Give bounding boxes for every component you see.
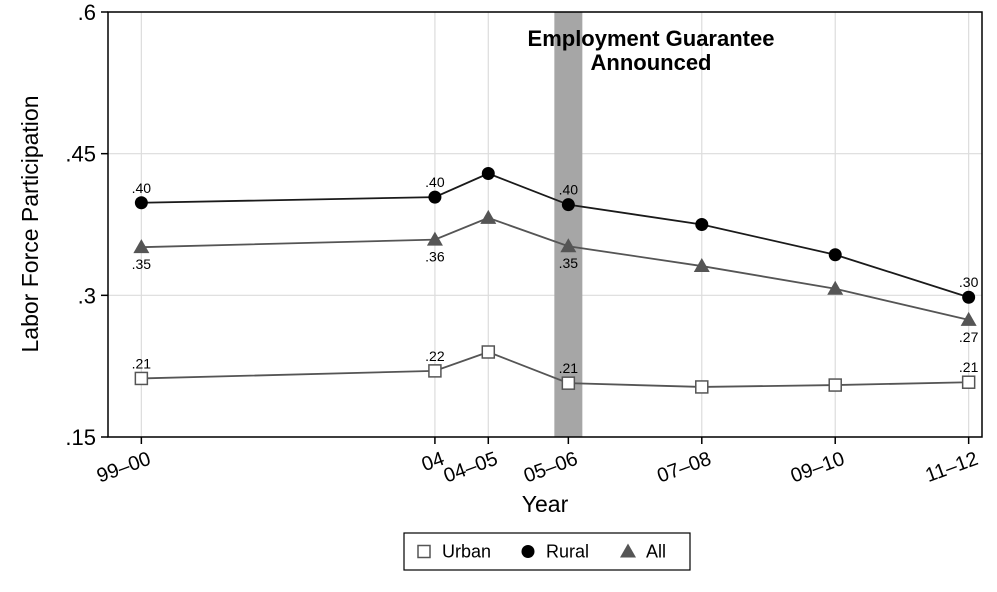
data-label-urban: .21	[132, 355, 152, 371]
data-label-rural: .40	[425, 174, 445, 190]
y-tick-label: .45	[65, 142, 96, 167]
legend-marker-rural	[521, 545, 535, 558]
point-all	[480, 209, 497, 224]
point-rural	[481, 167, 495, 180]
point-all	[426, 231, 443, 246]
data-label-urban: .21	[959, 359, 979, 375]
plot-frame	[107, 11, 983, 438]
data-label-urban: .21	[559, 360, 579, 376]
point-urban	[481, 345, 496, 359]
y-tick-label: .15	[65, 425, 96, 450]
data-label-all: .35	[132, 256, 152, 272]
point-rural	[828, 248, 842, 262]
point-urban	[961, 375, 976, 389]
legend-label-rural: Rural	[546, 542, 589, 562]
legend-marker-urban	[417, 544, 431, 559]
data-label-urban: .22	[425, 348, 445, 364]
y-axis-title: Labor Force Participation	[17, 96, 43, 353]
point-rural	[561, 198, 575, 212]
legend-marker-all	[620, 543, 636, 558]
point-urban	[828, 378, 842, 392]
point-all	[693, 258, 710, 273]
y-tick-label: .3	[78, 283, 96, 308]
x-axis-title: Year	[522, 491, 569, 517]
annotation-band	[554, 12, 583, 437]
point-all	[133, 239, 150, 254]
annotation-text-line: Announced	[591, 50, 712, 75]
point-urban	[134, 371, 149, 386]
data-label-all: .35	[559, 255, 579, 271]
series-layer	[133, 167, 977, 394]
point-urban	[695, 380, 709, 394]
data-labels: .21 .22 .21 .21 .40 .40 .40 .30 .35 .36 .35 .27	[132, 174, 979, 376]
data-label-rural: .40	[559, 182, 579, 198]
data-label-all: .36	[425, 249, 445, 265]
y-tick-label: .6	[78, 0, 96, 25]
point-urban	[561, 376, 576, 390]
point-all	[960, 311, 977, 326]
point-rural	[962, 290, 976, 304]
point-rural	[428, 190, 442, 204]
employment-guarantee-band	[554, 12, 583, 437]
legend-label-urban: Urban	[442, 542, 491, 562]
point-all	[560, 238, 577, 253]
point-urban	[428, 364, 442, 378]
annotation-text-line: Employment Guarantee	[528, 26, 775, 51]
legend: Urban Rural All	[403, 532, 691, 571]
legend-box	[403, 532, 691, 571]
data-label-rural: .30	[959, 274, 979, 290]
point-all	[827, 280, 844, 295]
data-label-rural: .40	[132, 180, 152, 196]
legend-label-all: All	[646, 542, 666, 562]
point-rural	[134, 196, 148, 210]
point-rural	[695, 218, 709, 231]
data-label-all: .27	[959, 329, 979, 345]
